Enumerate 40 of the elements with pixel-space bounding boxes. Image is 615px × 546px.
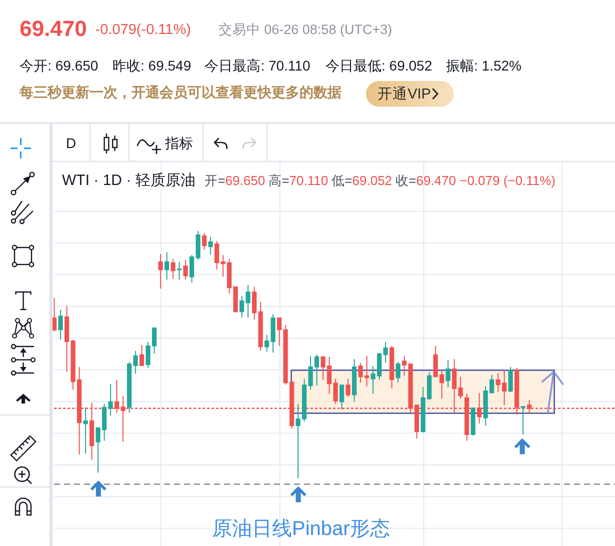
text: 昨收: 69.549: [112, 58, 192, 74]
candlestick: [58, 309, 63, 340]
text: 今日最高: 70.110: [204, 58, 310, 74]
candlestick: [183, 259, 188, 280]
text: 交易中 06-26 08:58 (UTC+3): [218, 22, 392, 37]
candlestick: [176, 261, 182, 280]
candlestick: [476, 392, 482, 424]
chart-title: WTI · 1D · 轻质原油: [62, 172, 196, 189]
text: -0.079(-0.11%): [95, 22, 191, 38]
text: 振幅: 1.52%: [446, 58, 522, 74]
text: 每三秒更新一次，开通会员可以查看更快更多的数据: [18, 84, 342, 100]
candlestick: [520, 406, 526, 436]
candlestick: [396, 362, 400, 384]
candlestick: [83, 406, 88, 454]
candlestick: [170, 258, 176, 280]
text: 原油日线Pinbar形态: [212, 518, 390, 540]
text: 开通VIP: [378, 86, 431, 102]
text: D: [66, 135, 76, 151]
text: 指标: [164, 135, 193, 151]
candlestick: [208, 236, 213, 256]
text: 69.470: [20, 16, 87, 41]
text: 今日最低: 69.052: [326, 58, 432, 74]
candlestick: [346, 378, 350, 398]
candlestick: [514, 368, 520, 416]
candlestick: [389, 345, 394, 390]
text: 今开: 69.650: [20, 58, 98, 74]
candlestick: [164, 252, 170, 280]
candlestick: [89, 402, 94, 460]
candlestick: [52, 298, 57, 332]
candlestick: [352, 358, 357, 402]
candlestick: [139, 344, 144, 366]
candlestick: [470, 408, 476, 436]
candlestick: [464, 393, 470, 442]
candlestick: [526, 399, 532, 414]
candlestick: [508, 366, 513, 392]
chart-subtitle: 开=69.650 高=70.110 低=69.052 收=69.470 −0.079 (−0.11%): [204, 173, 556, 188]
candlestick: [446, 360, 450, 388]
candlestick: [158, 254, 163, 290]
candlestick: [202, 232, 207, 250]
candlestick: [339, 384, 344, 410]
